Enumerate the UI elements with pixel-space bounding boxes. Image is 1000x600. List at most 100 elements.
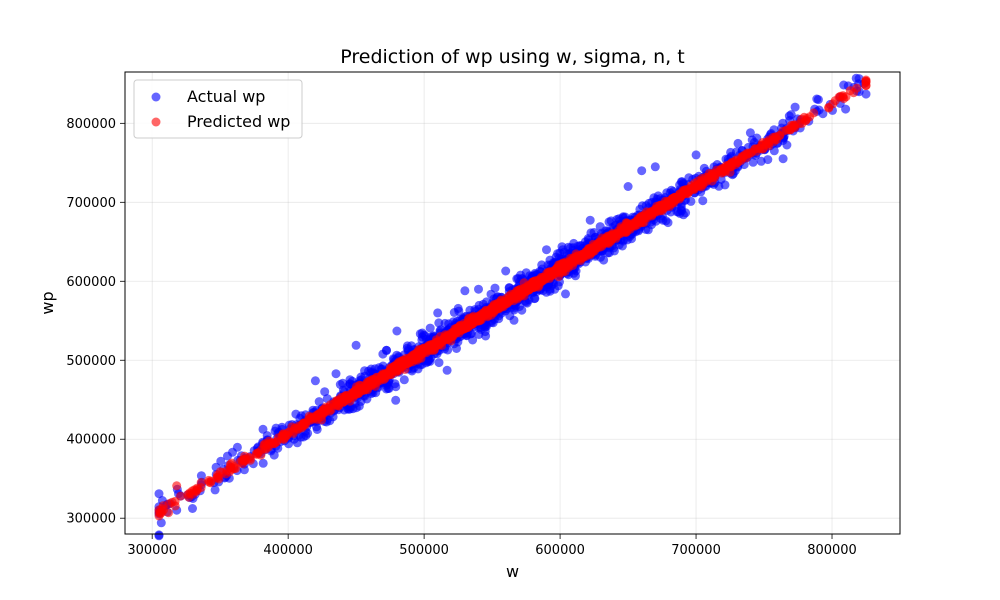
actual-point bbox=[841, 104, 851, 114]
predicted-point bbox=[521, 286, 531, 296]
actual-point bbox=[509, 315, 519, 325]
actual-point bbox=[623, 182, 633, 191]
predicted-point bbox=[360, 385, 370, 395]
predicted-point bbox=[257, 445, 267, 455]
predicted-point bbox=[852, 83, 862, 93]
actual-point bbox=[449, 308, 459, 317]
predicted-point bbox=[581, 250, 591, 260]
predicted-point bbox=[399, 360, 409, 369]
y-axis-label: wp bbox=[38, 291, 57, 314]
actual-point bbox=[861, 89, 871, 99]
predicted-point bbox=[726, 162, 736, 172]
actual-point bbox=[627, 234, 636, 244]
predicted-point bbox=[778, 126, 788, 136]
actual-point bbox=[154, 489, 164, 499]
actual-point bbox=[188, 504, 197, 513]
predicted-point bbox=[450, 324, 460, 334]
actual-point bbox=[354, 401, 364, 411]
actual-point bbox=[790, 102, 800, 112]
actual-point bbox=[501, 266, 511, 276]
actual-point bbox=[399, 375, 409, 385]
actual-point bbox=[228, 447, 237, 457]
axis-ticks: 300000 400000 500000 600000 700000 800000 3000… bbox=[66, 117, 856, 558]
actual-point bbox=[637, 166, 647, 176]
y-tick-label: 700000 bbox=[66, 196, 116, 211]
x-tick-label: 700000 bbox=[671, 543, 721, 558]
predicted-point bbox=[185, 488, 195, 498]
actual-point bbox=[314, 397, 324, 407]
predicted-point bbox=[835, 91, 845, 101]
actual-point bbox=[258, 424, 268, 434]
actual-point bbox=[434, 358, 444, 368]
actual-point bbox=[301, 431, 311, 441]
actual-point bbox=[748, 157, 758, 167]
predicted-point bbox=[422, 344, 432, 354]
x-tick-label: 400000 bbox=[263, 543, 313, 558]
y-tick-label: 500000 bbox=[66, 354, 116, 369]
actual-point bbox=[561, 289, 570, 299]
predicted-point bbox=[430, 341, 440, 351]
actual-point bbox=[599, 255, 609, 265]
actual-point bbox=[494, 314, 504, 324]
x-tick-label: 500000 bbox=[399, 543, 449, 558]
predicted-point bbox=[794, 119, 804, 129]
actual-point bbox=[557, 242, 567, 252]
actual-point bbox=[433, 308, 443, 318]
y-tick-label: 800000 bbox=[66, 117, 116, 132]
predicted-point bbox=[293, 424, 303, 434]
predicted-point bbox=[283, 428, 293, 438]
predicted-point bbox=[206, 478, 215, 488]
actual-point bbox=[542, 245, 551, 255]
actual-point bbox=[351, 340, 361, 350]
actual-point bbox=[541, 287, 551, 297]
predicted-point bbox=[352, 386, 362, 396]
actual-point bbox=[460, 286, 470, 296]
predicted-point bbox=[647, 207, 657, 217]
predicted-point bbox=[460, 322, 469, 332]
actual-point bbox=[425, 323, 435, 333]
predicted-point bbox=[271, 437, 281, 447]
predicted-point bbox=[321, 406, 331, 416]
actual-point bbox=[312, 425, 322, 434]
predicted-point bbox=[740, 150, 750, 160]
actual-point bbox=[517, 305, 527, 315]
actual-point bbox=[210, 485, 220, 495]
legend-label-predicted: Predicted wp bbox=[187, 112, 290, 131]
actual-point bbox=[653, 191, 663, 201]
actual-point bbox=[216, 456, 226, 466]
predicted-point bbox=[155, 507, 165, 517]
legend-marker-predicted bbox=[151, 117, 161, 127]
y-tick-label: 600000 bbox=[66, 275, 116, 290]
gridlines bbox=[125, 72, 900, 534]
actual-point bbox=[474, 284, 483, 294]
actual-point bbox=[839, 80, 849, 90]
actual-point bbox=[569, 238, 579, 248]
actual-point bbox=[269, 450, 279, 460]
actual-point bbox=[296, 411, 306, 421]
actual-point bbox=[391, 395, 401, 405]
actual-point bbox=[698, 196, 708, 206]
actual-point bbox=[747, 135, 757, 145]
predicted-point bbox=[343, 394, 353, 404]
predicted-point bbox=[715, 165, 725, 175]
actual-point bbox=[440, 318, 450, 328]
predicted-series bbox=[154, 75, 871, 521]
x-axis-label: w bbox=[506, 562, 519, 581]
actual-point bbox=[550, 284, 560, 294]
predicted-point bbox=[306, 413, 316, 423]
predicted-point bbox=[550, 265, 560, 275]
actual-point bbox=[585, 215, 595, 225]
actual-point bbox=[786, 110, 796, 120]
predicted-point bbox=[622, 223, 632, 233]
predicted-point bbox=[214, 474, 224, 484]
actual-point bbox=[686, 196, 696, 206]
predicted-point bbox=[316, 412, 326, 422]
actual-point bbox=[196, 471, 206, 481]
plot-frame bbox=[124, 71, 901, 535]
predicted-point bbox=[487, 307, 497, 317]
predicted-point bbox=[575, 256, 585, 266]
actual-point bbox=[320, 387, 330, 397]
actual-point bbox=[331, 369, 341, 379]
legend-box bbox=[133, 79, 303, 139]
